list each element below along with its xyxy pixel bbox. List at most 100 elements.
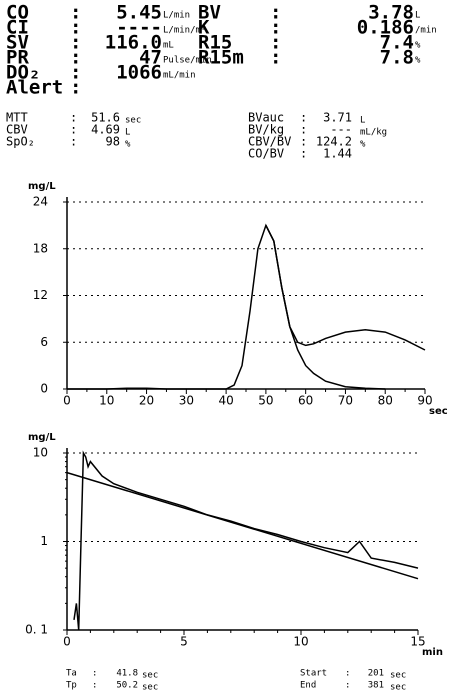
y-axis-label: mg/L xyxy=(28,181,56,192)
separator: : xyxy=(300,111,307,125)
reading-unit: mL/kg xyxy=(360,128,387,138)
reading-value: 1.44 xyxy=(323,147,352,161)
reading-value: 0.186 xyxy=(357,17,414,39)
series-line xyxy=(265,225,386,390)
reading-label: Tp xyxy=(66,681,77,691)
reading-label: CO xyxy=(6,2,29,24)
x-tick-label: 40 xyxy=(218,394,233,408)
separator: : xyxy=(345,669,350,679)
reading-value: 7.8 xyxy=(380,47,414,69)
y-tick-label: 18 xyxy=(33,241,48,255)
separator: : xyxy=(70,135,77,149)
reading-label: K xyxy=(198,17,210,39)
y-tick-label: 0 xyxy=(40,382,48,396)
x-tick-label: 70 xyxy=(338,394,353,408)
reading-unit: sec xyxy=(390,671,406,681)
reading-value: 7.4 xyxy=(380,32,414,54)
x-tick-label: 0 xyxy=(63,394,71,408)
reading-unit: L xyxy=(415,11,420,21)
x-tick-label: 90 xyxy=(417,394,432,408)
y-tick-label: 6 xyxy=(40,335,48,349)
separator: : xyxy=(92,669,97,679)
reading-value: 5.45 xyxy=(116,2,162,24)
x-tick-label: 20 xyxy=(139,394,154,408)
x-tick-label: 15 xyxy=(410,635,425,649)
reading-label: BV xyxy=(198,2,221,24)
reading-unit: sec xyxy=(390,683,406,693)
y-tick-label: 24 xyxy=(33,195,48,209)
reading-unit: % xyxy=(125,140,131,150)
reading-value: 201 xyxy=(368,669,384,679)
x-tick-label: 80 xyxy=(378,394,393,408)
reading-label: MTT xyxy=(6,111,28,125)
x-tick-label: 5 xyxy=(180,635,188,649)
x-tick-label: 10 xyxy=(99,394,114,408)
series-line xyxy=(73,450,419,631)
x-axis-label: sec xyxy=(429,406,448,417)
separator: : xyxy=(300,147,307,161)
series-line xyxy=(67,223,426,390)
reading-label: SpO₂ xyxy=(6,135,35,149)
separator: : xyxy=(92,681,97,691)
reading-value: 3.71 xyxy=(323,111,352,125)
reading-value: 41.8 xyxy=(116,669,138,679)
separator: : xyxy=(270,32,281,54)
series-line xyxy=(66,471,419,580)
reading-label: CBV/BV xyxy=(248,135,291,149)
reading-unit: L/min/m² xyxy=(163,26,206,36)
y-axis-label: mg/L xyxy=(28,432,56,443)
separator: : xyxy=(270,2,281,24)
separator: : xyxy=(70,111,77,125)
reading-unit: mL xyxy=(163,41,174,51)
separator: : xyxy=(70,62,81,84)
reading-value: 50.2 xyxy=(116,681,138,691)
reading-label: R15 xyxy=(198,32,232,54)
reading-label: CBV xyxy=(6,123,28,137)
reading-value: 1066 xyxy=(116,62,162,84)
reading-label: SV xyxy=(6,32,29,54)
reading-unit: L/min xyxy=(163,11,190,21)
reading-unit: sec xyxy=(142,683,158,693)
y-tick-label: 12 xyxy=(33,288,48,302)
reading-label: PR xyxy=(6,47,29,69)
reading-label: End xyxy=(300,681,316,691)
reading-label: BV/kg xyxy=(248,123,284,137)
separator: : xyxy=(270,47,281,69)
separator: : xyxy=(300,123,307,137)
reading-unit: sec xyxy=(142,671,158,681)
reading-unit: L xyxy=(125,128,130,138)
x-tick-label: 0 xyxy=(63,635,71,649)
reading-unit: % xyxy=(415,41,421,51)
reading-value: --- xyxy=(330,123,352,137)
reading-value: 47 xyxy=(139,47,162,69)
reading-value: 3.78 xyxy=(368,2,414,24)
reading-value: 381 xyxy=(368,681,384,691)
reading-label: DO₂ xyxy=(6,62,40,84)
separator: : xyxy=(300,135,307,149)
reading-label: Start xyxy=(300,669,327,679)
reading-label: CO/BV xyxy=(248,147,284,161)
y-tick-label: 10 xyxy=(33,446,48,460)
reading-label: R15m xyxy=(198,47,244,69)
separator: : xyxy=(70,2,81,24)
reading-value: 4.69 xyxy=(91,123,120,137)
reading-unit: mL/min xyxy=(163,71,196,81)
separator: : xyxy=(70,47,81,69)
x-tick-label: 60 xyxy=(298,394,313,408)
reading-unit: L xyxy=(360,116,365,126)
y-tick-label: 1 xyxy=(40,534,48,548)
separator: : xyxy=(345,681,350,691)
reading-value: 116.0 xyxy=(105,32,162,54)
reading-unit: sec xyxy=(125,116,141,126)
x-tick-label: 50 xyxy=(258,394,273,408)
reading-label: Ta xyxy=(66,669,77,679)
reading-unit: % xyxy=(415,56,421,66)
y-tick-label: 0. 1 xyxy=(25,623,48,637)
reading-label: BVauc xyxy=(248,111,284,125)
reading-label: CI xyxy=(6,17,29,39)
separator: : xyxy=(70,77,81,99)
reading-value: 51.6 xyxy=(91,111,120,125)
reading-label: Alert xyxy=(6,77,63,99)
x-tick-label: 10 xyxy=(293,635,308,649)
